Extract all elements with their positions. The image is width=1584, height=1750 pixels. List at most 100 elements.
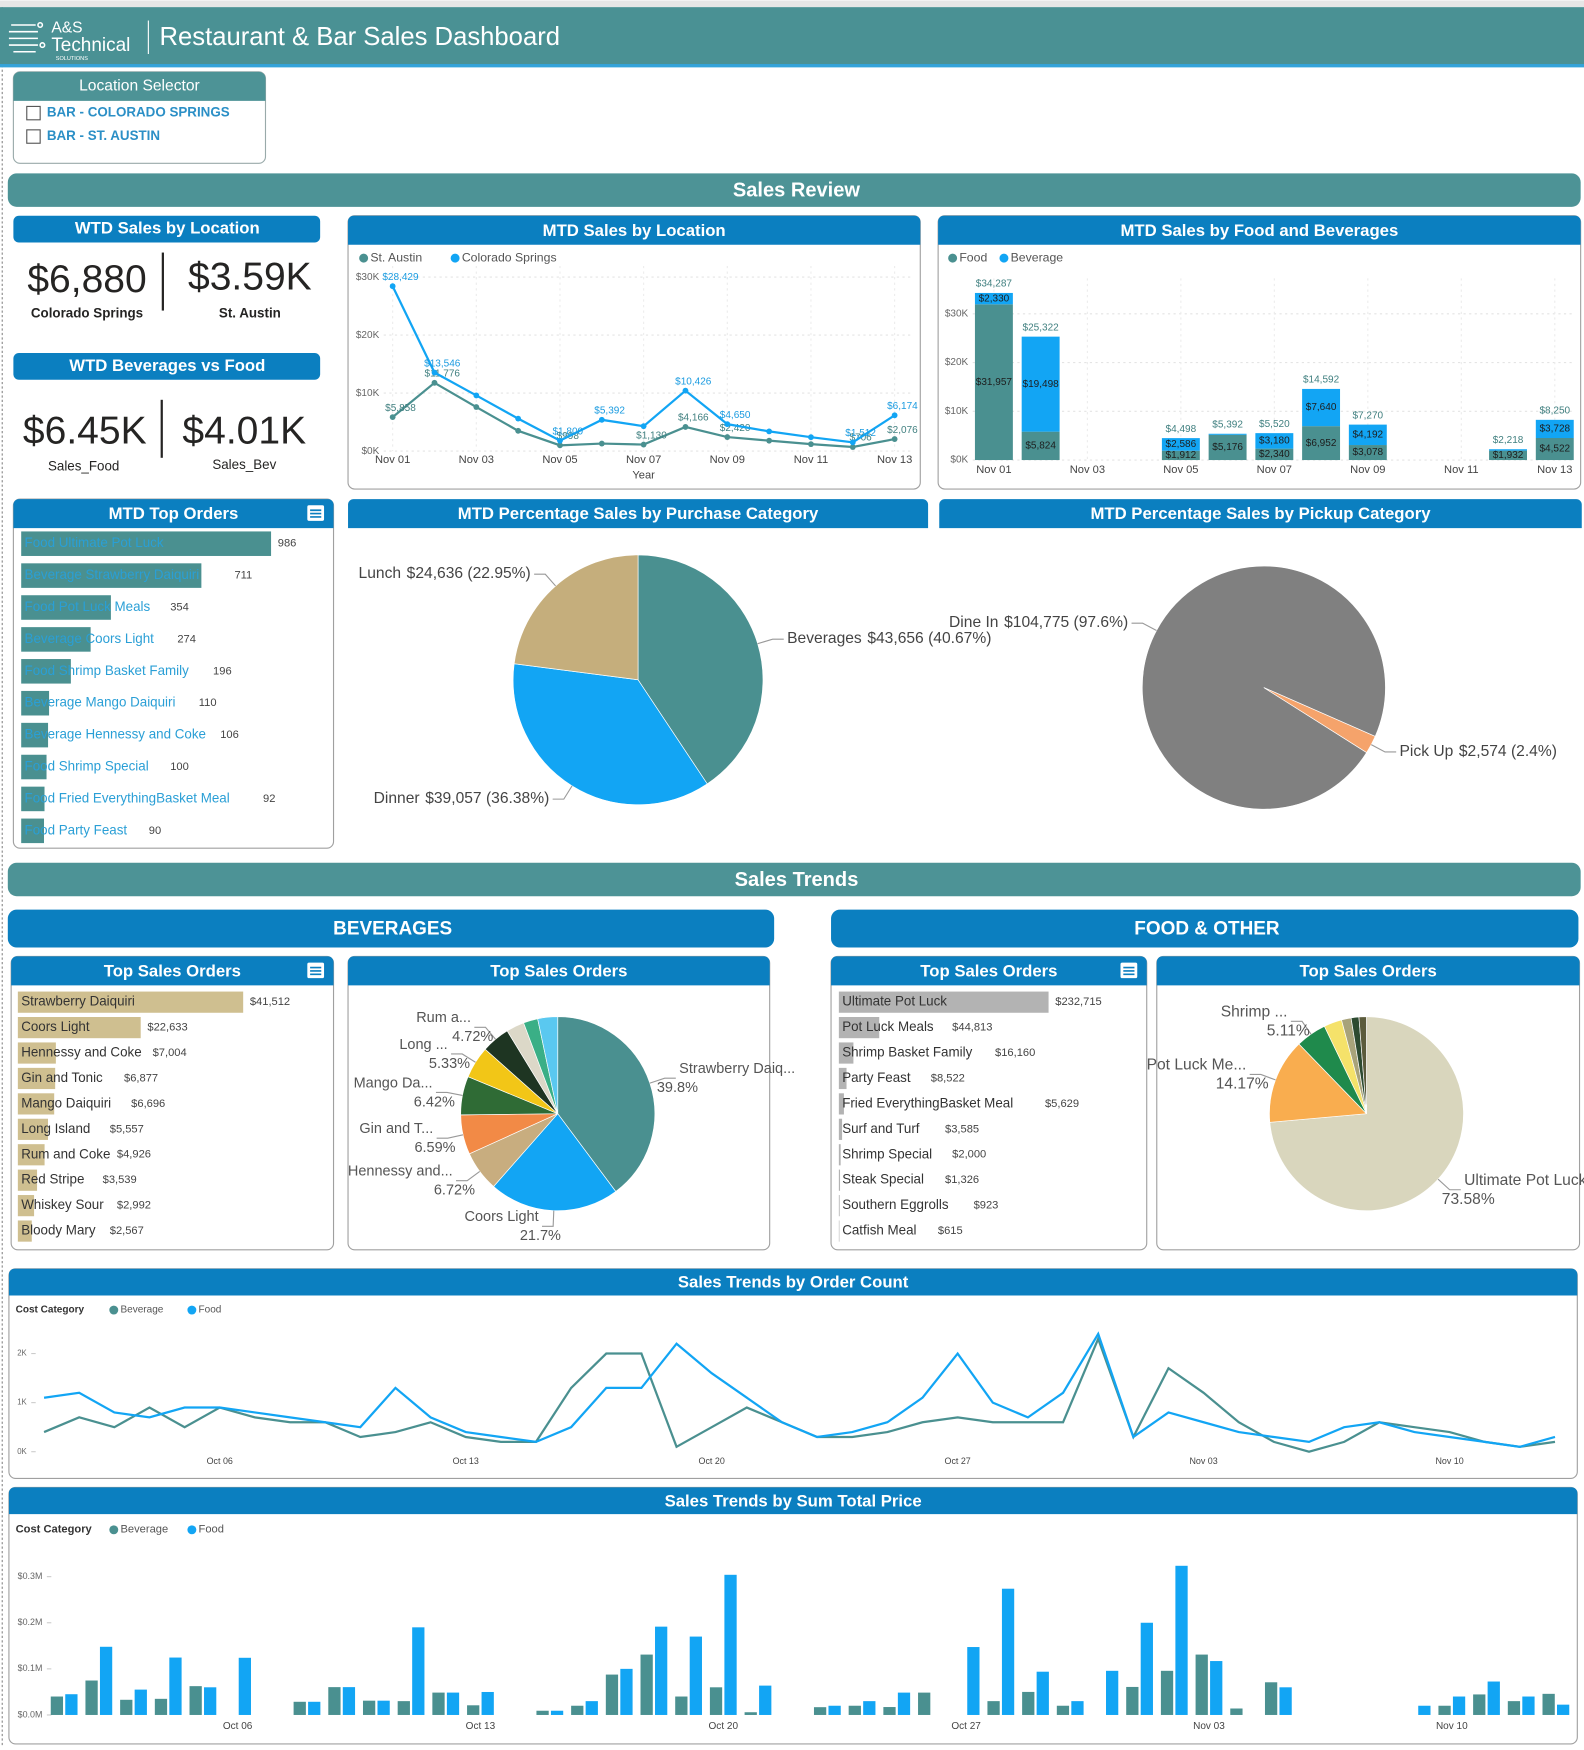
category-label: Red Stripe (21, 1172, 84, 1187)
panel-title-bar (938, 215, 1581, 245)
checkbox[interactable] (26, 105, 41, 121)
table-icon (1123, 966, 1135, 976)
data-point (473, 404, 480, 410)
bar (1302, 388, 1341, 427)
bar (1195, 1654, 1208, 1715)
slice-value: 5.11% (1267, 1022, 1310, 1039)
value-label: 196 (213, 665, 232, 677)
bar (640, 1654, 653, 1715)
data-point (724, 421, 731, 428)
subsection-banner (7, 909, 775, 948)
panel-title-bar (1156, 956, 1580, 986)
data-label: $3,180 (1259, 436, 1290, 447)
data-label: $4,192 (1352, 429, 1383, 440)
data-point (598, 416, 605, 423)
data-label: $1,912 (1166, 450, 1197, 461)
panel-title: Top Sales Orders (920, 961, 1057, 980)
data-point (640, 441, 647, 448)
panel-title-bar (11, 956, 334, 986)
bar (897, 1692, 911, 1715)
bar (21, 690, 50, 716)
bar (397, 1701, 410, 1715)
bar (189, 1686, 202, 1715)
bar (17, 1042, 56, 1064)
bar (1535, 438, 1574, 461)
bar (1489, 450, 1527, 461)
bar (1255, 433, 1294, 449)
bar (1418, 1705, 1431, 1715)
bar (1001, 1588, 1015, 1715)
data-point (515, 415, 522, 422)
bar (848, 1705, 861, 1715)
location-option[interactable]: BAR - ST. AUSTIN (26, 128, 160, 144)
leader-line (1370, 744, 1397, 753)
pie-slice (512, 663, 708, 806)
slice-name: Pick Up (1400, 743, 1454, 760)
data-label: $10,426 (675, 376, 712, 387)
category-label: Hennessy and Coke (21, 1045, 141, 1060)
section-title: Sales Trends (735, 869, 859, 891)
selector-title: Location Selector (79, 77, 200, 94)
bar (17, 1144, 45, 1166)
bar (154, 1698, 168, 1715)
kpi-title-bar (13, 215, 321, 243)
panel-title: MTD Top Orders (109, 504, 239, 523)
leader-line (451, 1053, 476, 1063)
bar (1021, 336, 1060, 432)
data-label: $4,166 (678, 413, 709, 424)
data-label: $2,340 (1259, 449, 1290, 460)
panel-title-bar (8, 1487, 1578, 1515)
category-label: Food Shrimp Basket Family (25, 663, 190, 678)
subsection-title: FOOD & OTHER (1134, 919, 1280, 940)
y-tick-label: $10K (356, 388, 380, 399)
leader-line (1249, 1073, 1276, 1081)
kpi-label: Colorado Springs (31, 305, 143, 320)
bar (21, 563, 202, 588)
option-label[interactable]: BAR - ST. AUSTIN (47, 128, 160, 143)
slice-label: Long ... (399, 1037, 447, 1053)
category-label: Shrimp Basket Family (842, 1045, 972, 1060)
total-label: $4,498 (1166, 424, 1197, 435)
data-label: $5,824 (1025, 441, 1056, 452)
pie-slice (537, 1016, 559, 1114)
checkbox[interactable] (26, 129, 41, 144)
data-label: $4,650 (720, 410, 751, 421)
data-point (431, 379, 438, 386)
y-tick-label: $0.1M (18, 1663, 43, 1673)
header-bar (0, 7, 1584, 66)
panel-title: MTD Percentage Sales by Pickup Category (1090, 504, 1431, 523)
category-label: Food Shrimp Special (25, 759, 149, 774)
data-point (849, 439, 856, 446)
bar (918, 1692, 931, 1715)
bar (689, 1636, 702, 1715)
y-tick-label: $0.0M (18, 1709, 43, 1719)
leader-line (541, 1210, 555, 1227)
bar (1279, 1687, 1292, 1715)
bar (17, 1067, 56, 1090)
total-label: $7,270 (1352, 410, 1383, 421)
toolbar-strip (0, 0, 1584, 8)
leader-line (757, 638, 784, 645)
category-label: Surf and Turf (842, 1121, 920, 1136)
category-label: Food Pot Luck Meals (25, 599, 151, 614)
slice-name: Dinner (374, 790, 420, 807)
x-tick-label: Nov 07 (626, 454, 661, 466)
y-tick-label: $0.3M (18, 1571, 43, 1581)
bar (1160, 1670, 1174, 1715)
bar (838, 1220, 840, 1242)
location-option[interactable]: BAR - COLORADO SPRINGS (26, 105, 230, 121)
bar (1255, 448, 1294, 461)
total-label: $14,592 (1303, 375, 1340, 386)
category-label: Rum and Coke (21, 1146, 110, 1161)
y-tick-label: 1K (17, 1398, 27, 1407)
x-tick-label: Oct 06 (207, 1456, 233, 1466)
legend-marker (359, 253, 369, 263)
option-label[interactable]: BAR - COLORADO SPRINGS (47, 105, 230, 120)
panel-title-bar (348, 956, 770, 986)
bar (536, 1710, 549, 1715)
legend-marker (187, 1305, 197, 1315)
x-tick-label: Nov 09 (1350, 464, 1385, 476)
bar (1348, 424, 1387, 446)
